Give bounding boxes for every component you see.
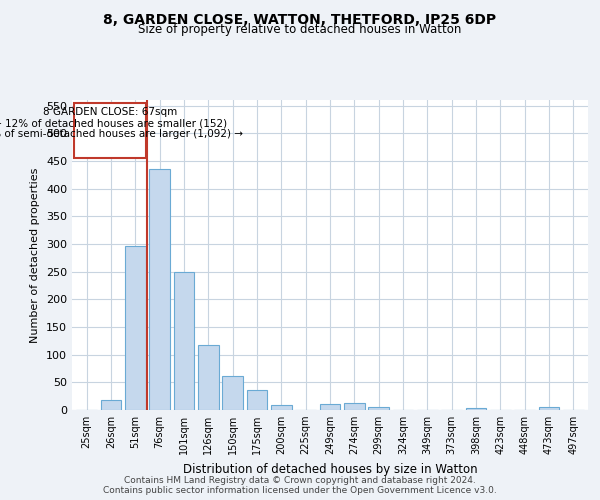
Bar xyxy=(125,246,146,410)
Bar xyxy=(247,390,268,410)
Bar xyxy=(271,405,292,410)
X-axis label: Distribution of detached houses by size in Watton: Distribution of detached houses by size … xyxy=(182,462,478,475)
FancyBboxPatch shape xyxy=(74,103,146,158)
Bar xyxy=(173,272,194,410)
Bar xyxy=(344,404,365,410)
Bar xyxy=(198,344,218,410)
Bar xyxy=(222,376,243,410)
Bar xyxy=(320,404,340,410)
Text: Size of property relative to detached houses in Watton: Size of property relative to detached ho… xyxy=(139,24,461,36)
Text: Contains HM Land Registry data © Crown copyright and database right 2024.: Contains HM Land Registry data © Crown c… xyxy=(124,476,476,485)
Bar xyxy=(466,408,487,410)
Bar xyxy=(539,407,559,410)
Text: 8 GARDEN CLOSE: 67sqm: 8 GARDEN CLOSE: 67sqm xyxy=(43,107,178,117)
Bar xyxy=(368,407,389,410)
Y-axis label: Number of detached properties: Number of detached properties xyxy=(31,168,40,342)
Text: Contains public sector information licensed under the Open Government Licence v3: Contains public sector information licen… xyxy=(103,486,497,495)
Bar xyxy=(101,400,121,410)
Text: ← 12% of detached houses are smaller (152): ← 12% of detached houses are smaller (15… xyxy=(0,118,227,128)
Text: 8, GARDEN CLOSE, WATTON, THETFORD, IP25 6DP: 8, GARDEN CLOSE, WATTON, THETFORD, IP25 … xyxy=(103,12,497,26)
Bar xyxy=(149,169,170,410)
Text: 88% of semi-detached houses are larger (1,092) →: 88% of semi-detached houses are larger (… xyxy=(0,130,243,140)
